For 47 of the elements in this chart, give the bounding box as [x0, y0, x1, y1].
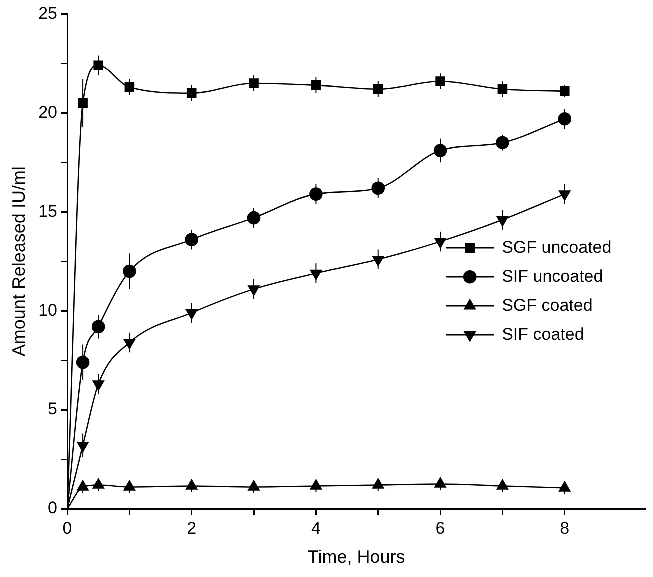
point [496, 480, 509, 490]
y-tick-label: 5 [48, 400, 58, 419]
x-axis-title: Time, Hours [308, 547, 406, 568]
point [247, 211, 261, 225]
point [559, 482, 571, 492]
point [372, 182, 386, 196]
point [310, 480, 322, 490]
legend-label: SIF uncoated [502, 266, 604, 286]
point [76, 356, 90, 370]
x-tick-label: 2 [187, 518, 197, 538]
y-axis-title: Amount Released IU/ml [8, 166, 29, 357]
point [124, 82, 135, 92]
point [94, 60, 104, 71]
point [434, 478, 446, 488]
point [92, 478, 104, 489]
x-tick-label: 8 [560, 518, 570, 538]
y-tick-label: 15 [38, 202, 58, 221]
point [92, 320, 106, 334]
x-tick-label: 0 [62, 518, 72, 538]
legend-label: SGF uncoated [502, 238, 612, 257]
point [311, 80, 322, 90]
point [436, 76, 446, 86]
x-tick-label: 4 [311, 518, 321, 538]
point [249, 78, 259, 88]
point [186, 88, 197, 98]
point [77, 480, 89, 491]
legend-label: SIF coated [502, 324, 584, 344]
point [498, 84, 508, 94]
legend-label: SGF coated [502, 296, 593, 315]
point [310, 188, 323, 201]
point [185, 233, 198, 246]
point [248, 480, 260, 491]
y-tick-label: 25 [38, 4, 58, 23]
point [124, 480, 136, 491]
point [372, 478, 384, 489]
point [373, 84, 384, 94]
y-tick-label: 10 [38, 300, 58, 320]
point [496, 136, 510, 150]
point [186, 480, 198, 490]
y-tick-label: 0 [48, 498, 58, 518]
point [123, 264, 136, 278]
point [434, 144, 448, 158]
point [558, 112, 572, 126]
point [78, 98, 88, 108]
x-tick-label: 6 [436, 518, 446, 538]
y-tick-label: 20 [38, 102, 58, 122]
point [560, 86, 570, 96]
